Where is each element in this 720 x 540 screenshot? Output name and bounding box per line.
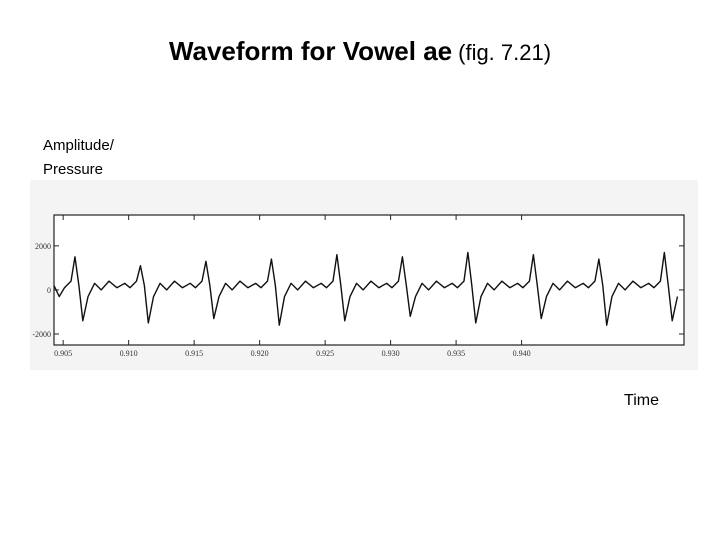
- y-tick-label: -2000: [32, 330, 51, 339]
- y-axis-label: Pressure: [43, 161, 103, 178]
- x-axis-label: Time: [624, 392, 659, 409]
- x-tick-label: 0.905: [54, 349, 72, 358]
- title-note: (fig. 7.21): [458, 40, 551, 65]
- title-line: Waveform for Vowel ae (fig. 7.21): [169, 36, 551, 66]
- waveform-line: [53, 251, 679, 326]
- chart-title: Waveform for Vowel ae: [169, 36, 452, 66]
- plot-frame: [53, 214, 685, 346]
- y-axis-label: Amplitude/: [43, 137, 115, 154]
- x-tick-label: 0.925: [316, 349, 334, 358]
- x-tick-label: 0.930: [382, 349, 400, 358]
- x-tick-label: 0.910: [120, 349, 138, 358]
- x-tick-label: 0.940: [513, 349, 531, 358]
- x-tick-label: 0.920: [251, 349, 269, 358]
- x-tick-label: 0.915: [185, 349, 203, 358]
- x-tick-label: 0.935: [447, 349, 465, 358]
- y-tick-label: 0: [47, 286, 51, 295]
- y-tick-label: 2000: [35, 242, 51, 251]
